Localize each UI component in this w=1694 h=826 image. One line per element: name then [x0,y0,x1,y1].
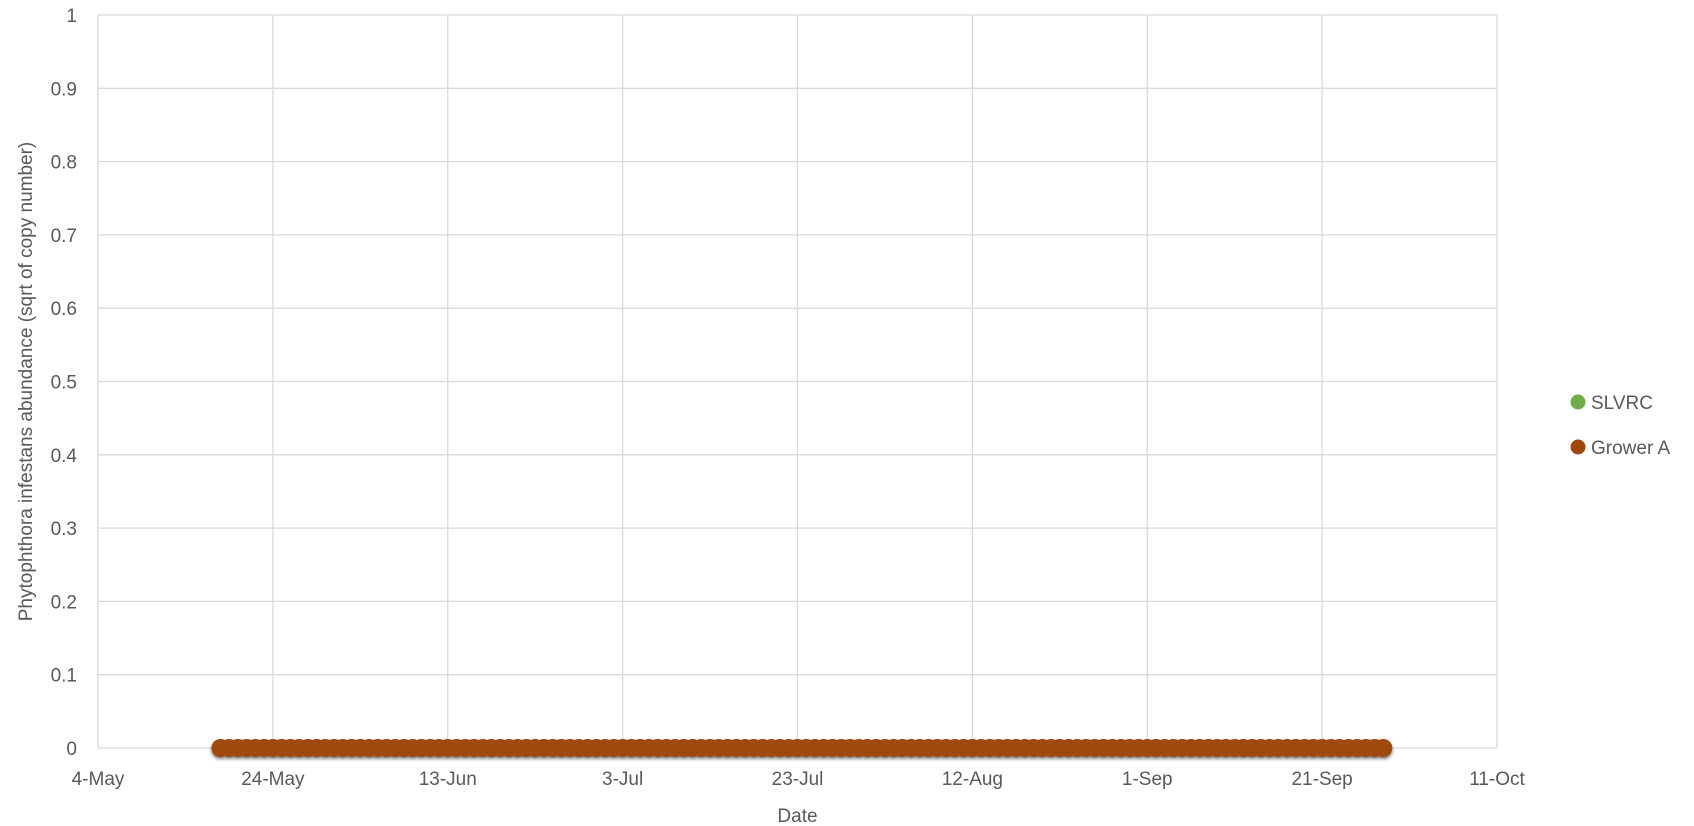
data-points [211,739,1393,757]
x-tick-label: 3-Jul [602,769,643,790]
x-tick-label: 12-Aug [942,769,1003,790]
y-axis-title: Phytophthora infestans abundance (sqrt o… [16,142,37,622]
legend-label: SLVRC [1591,393,1653,414]
legend-marker [1570,394,1586,410]
y-tick-label: 0.3 [51,519,77,540]
x-axis-title: Date [777,806,817,826]
legend-label: Grower A [1591,438,1671,459]
y-tick-label: 0.5 [51,373,77,394]
y-tick-label: 0 [66,739,77,760]
y-tick-label: 0.8 [51,153,77,174]
y-tick-label: 0.6 [51,299,77,320]
y-tick-label: 0.2 [51,592,77,613]
x-tick-label: 13-Jun [419,769,477,790]
legend-marker [1570,439,1586,455]
x-tick-label: 4-May [72,769,125,790]
data-point [1374,739,1393,757]
y-tick-label: 1 [66,6,77,27]
y-tick-label: 0.7 [51,226,77,247]
x-tick-label: 21-Sep [1291,769,1352,790]
y-tick-label: 0.4 [51,446,78,467]
x-tick-label: 23-Jul [772,769,824,790]
grid-lines [97,14,1498,749]
legend: SLVRC Grower A [1570,393,1671,459]
series-1 [211,739,1393,757]
y-tick-label: 0.9 [51,79,77,100]
x-tick-label: 1-Sep [1122,769,1173,790]
x-axis-ticks: 4-May 24-May 13-Jun 3-Jul 23-Jul 12-Aug 1-Sep 2… [72,769,1526,790]
y-axis-ticks: 0 0.1 0.2 0.3 0.4 0.5 0.6 0.7 0.8 0.9 1 [51,6,78,760]
y-tick-label: 0.1 [51,666,77,687]
x-tick-label: 24-May [241,769,305,790]
x-tick-label: 11-Oct [1469,769,1525,790]
